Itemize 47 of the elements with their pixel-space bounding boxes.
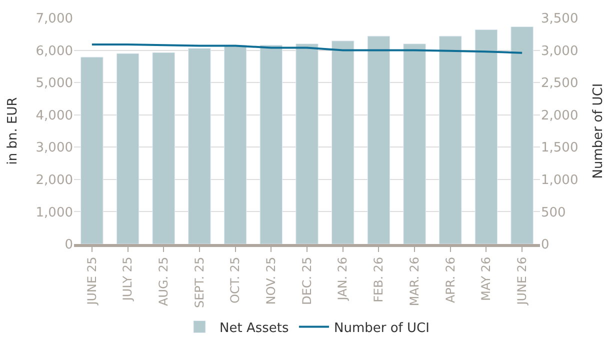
y-tick-label: 1,000 bbox=[36, 205, 73, 220]
y2-tick-label: 3,000 bbox=[541, 44, 578, 59]
y-tick-label: 4,000 bbox=[36, 108, 73, 124]
bar bbox=[188, 48, 211, 244]
y2-tick-label: 3,500 bbox=[541, 12, 578, 27]
bar bbox=[152, 52, 175, 244]
y-axis-title: in bn. EUR bbox=[6, 97, 21, 165]
bar bbox=[80, 56, 104, 244]
x-tick-label: JUNE 25 bbox=[84, 256, 99, 306]
bar bbox=[331, 40, 354, 244]
y-tick-label: 2,000 bbox=[36, 172, 73, 188]
y2-tick-label: 1,500 bbox=[541, 140, 578, 156]
x-tick-label: FEB. 26 bbox=[372, 256, 386, 302]
y2-tick-label: 0 bbox=[541, 238, 550, 253]
x-tick-label: AUG. 25 bbox=[156, 256, 171, 306]
bar bbox=[403, 44, 426, 244]
x-tick-label: JUNE 26 bbox=[514, 256, 529, 306]
bar bbox=[510, 26, 534, 244]
y2-tick-label: 500 bbox=[541, 205, 566, 220]
bar bbox=[224, 44, 247, 244]
y-tick-label: 5,000 bbox=[36, 76, 73, 92]
line-series bbox=[90, 43, 524, 54]
x-tick-label: MAR. 26 bbox=[407, 256, 422, 306]
bar bbox=[116, 53, 140, 244]
bar bbox=[367, 36, 390, 244]
y-tick-label: 7,000 bbox=[36, 12, 73, 27]
legend-label: Number of UCI bbox=[334, 320, 430, 336]
x-tick-label: NOV. 25 bbox=[264, 256, 278, 305]
y2-axis-title: Number of UCI bbox=[590, 83, 606, 179]
y-tick-label: 6,000 bbox=[36, 44, 73, 59]
x-tick-label: OCT. 25 bbox=[228, 256, 242, 304]
x-tick-label: SEPT. 25 bbox=[192, 256, 206, 308]
bar bbox=[474, 29, 498, 244]
x-tick-label: JULY 25 bbox=[120, 256, 135, 302]
y-tick-label: 0 bbox=[64, 238, 73, 253]
y2-tick-label: 2,500 bbox=[541, 76, 578, 92]
bar bbox=[260, 44, 283, 244]
y2-tick-label: 2,000 bbox=[541, 108, 578, 124]
x-tick-label: APR. 26 bbox=[443, 256, 458, 304]
bar bbox=[296, 44, 318, 244]
y2-tick-label: 1,000 bbox=[541, 172, 578, 188]
legend-label: Net Assets bbox=[220, 320, 289, 336]
x-tick-label: JAN. 26 bbox=[336, 256, 350, 302]
x-tick-label: DEC. 25 bbox=[300, 256, 314, 305]
y-tick-label: 3,000 bbox=[36, 140, 73, 156]
x-tick-label: MAY 26 bbox=[479, 256, 494, 301]
bar bbox=[439, 36, 462, 244]
